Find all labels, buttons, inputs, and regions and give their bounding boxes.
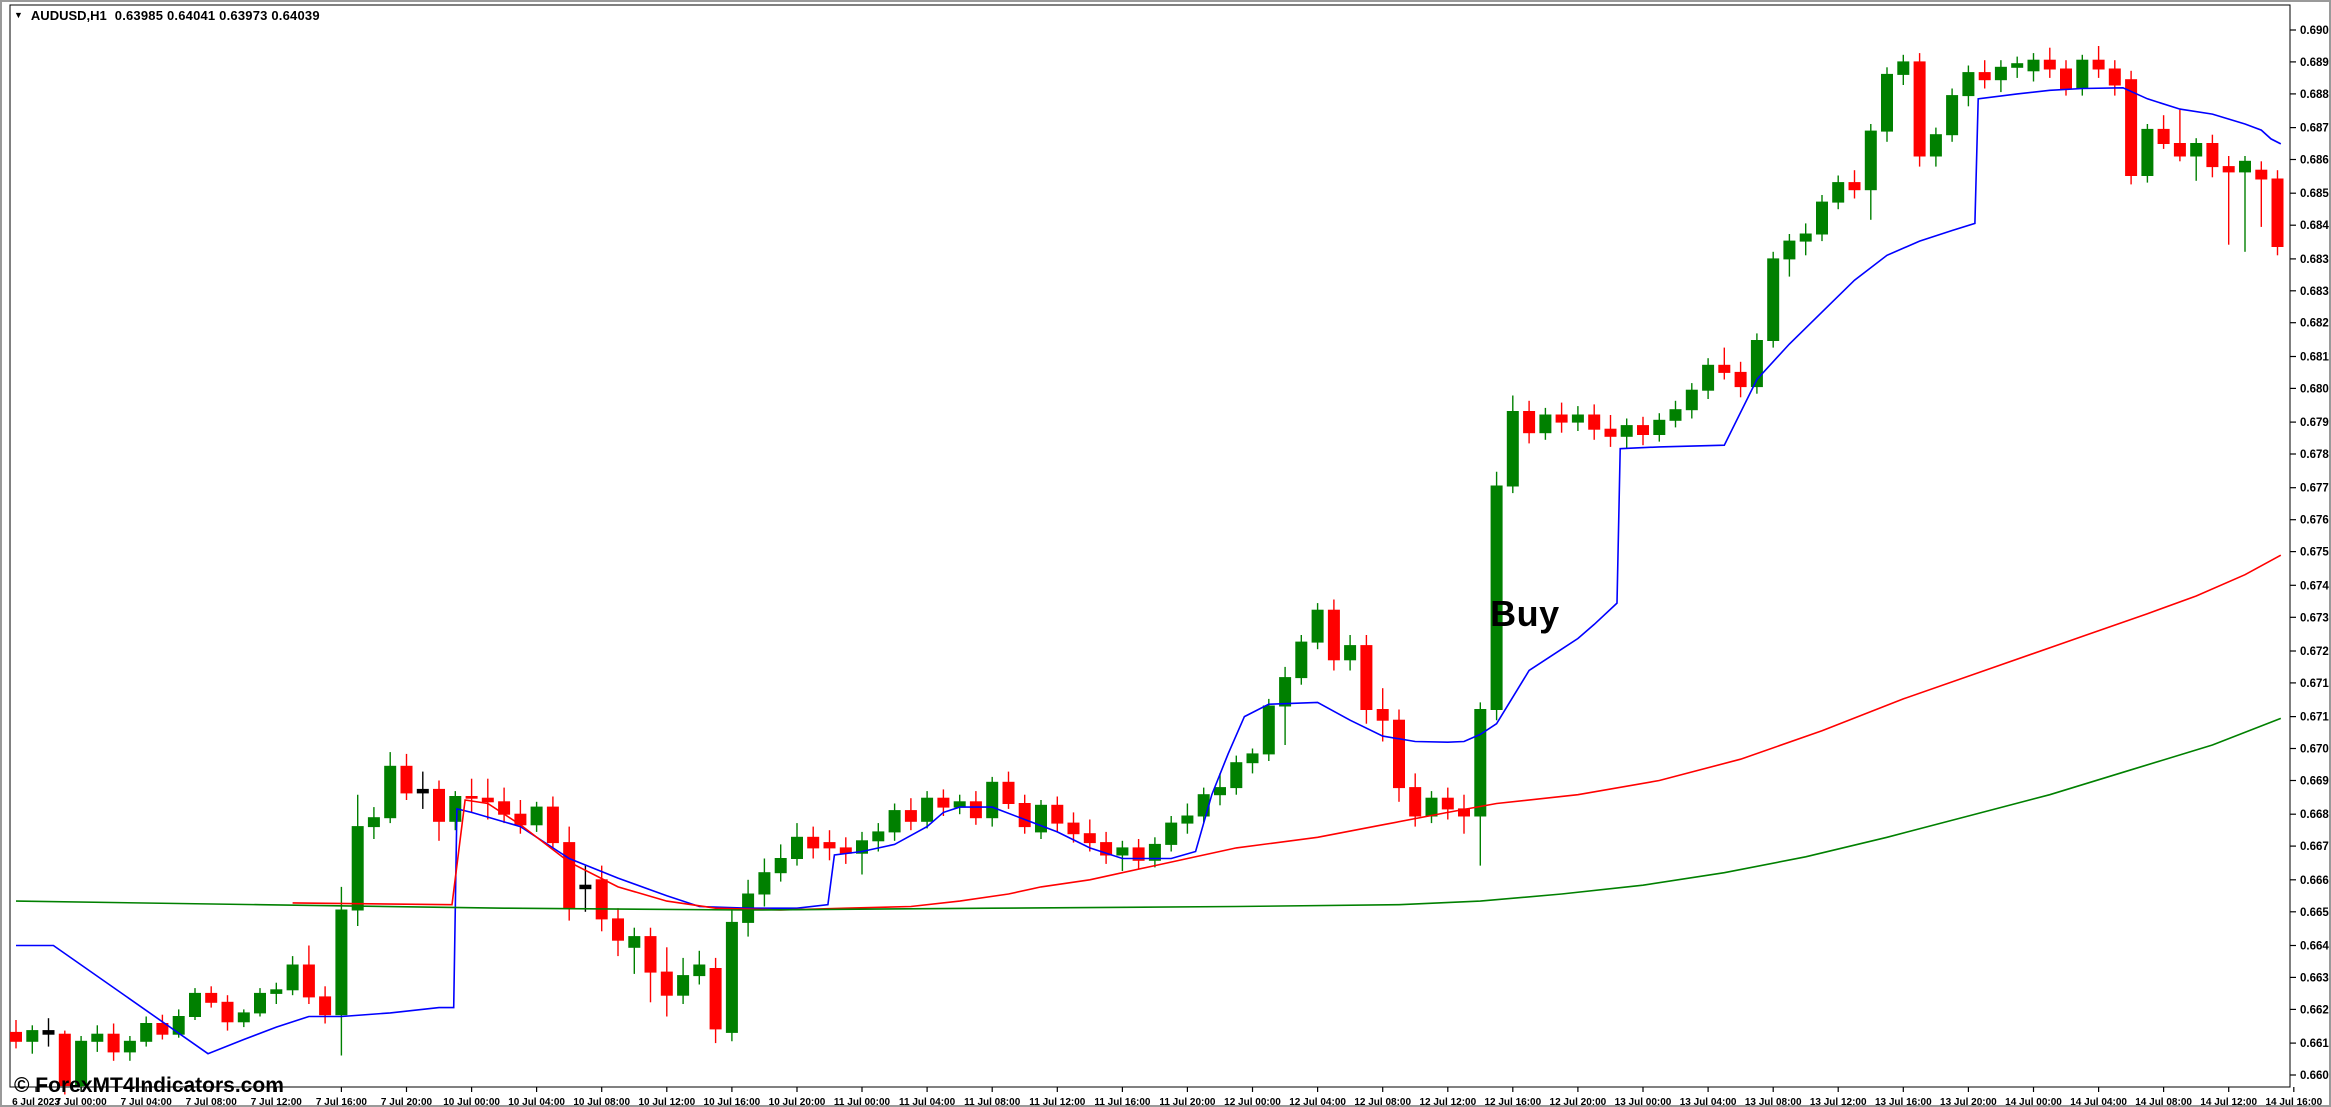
price-axis-label: 0.66180 <box>2300 1038 2331 1050</box>
price-axis-label: 0.67195 <box>2300 678 2331 690</box>
buy-signal-label: Buy <box>1490 593 1560 635</box>
time-axis-label: 10 Jul 20:00 <box>769 1097 826 1107</box>
price-axis-label: 0.66640 <box>2300 875 2331 887</box>
price-axis-label: 0.68855 <box>2300 89 2331 101</box>
symbol-dropdown-icon[interactable]: ▼ <box>14 10 23 20</box>
price-axis-label: 0.68760 <box>2300 123 2331 135</box>
price-axis[interactable]: 0.69035 0.68945 0.68855 0.68760 0.68670 0.685… <box>2290 25 2331 1082</box>
price-axis-label: 0.68575 <box>2300 188 2331 200</box>
time-axis-label: 11 Jul 00:00 <box>834 1097 891 1107</box>
time-axis-label: 6 Jul 2023 <box>12 1097 60 1107</box>
price-axis-label: 0.66275 <box>2300 1004 2331 1016</box>
symbol-timeframe-label: AUDUSD,H1 <box>30 8 107 23</box>
time-axis-label: 14 Jul 04:00 <box>2070 1097 2127 1107</box>
time-axis-label: 12 Jul 04:00 <box>1289 1097 1346 1107</box>
time-axis-label: 12 Jul 12:00 <box>1419 1097 1476 1107</box>
time-axis-label: 10 Jul 08:00 <box>573 1097 630 1107</box>
time-axis-label: 7 Jul 08:00 <box>186 1097 238 1107</box>
time-axis-label: 7 Jul 04:00 <box>121 1097 173 1107</box>
price-axis-label: 0.67655 <box>2300 515 2331 527</box>
time-axis-label: 7 Jul 20:00 <box>381 1097 433 1107</box>
time-axis-label: 12 Jul 20:00 <box>1550 1097 1607 1107</box>
price-axis-label: 0.67010 <box>2300 744 2331 756</box>
price-axis-label: 0.67285 <box>2300 646 2331 658</box>
green-ma-line <box>15 717 2282 911</box>
time-axis-label: 7 Jul 00:00 <box>56 1097 108 1107</box>
price-axis-label: 0.66550 <box>2300 907 2331 919</box>
time-axis-label: 12 Jul 08:00 <box>1354 1097 1411 1107</box>
time-axis-label: 7 Jul 16:00 <box>316 1097 368 1107</box>
price-axis-label: 0.67565 <box>2300 547 2331 559</box>
price-axis-label: 0.67100 <box>2300 712 2331 724</box>
price-axis-label: 0.68670 <box>2300 155 2331 167</box>
time-axis-label: 13 Jul 00:00 <box>1615 1097 1672 1107</box>
time-axis-label: 7 Jul 12:00 <box>251 1097 303 1107</box>
price-axis-label: 0.66365 <box>2300 972 2331 984</box>
time-axis-label: 11 Jul 04:00 <box>899 1097 956 1107</box>
price-axis-label: 0.67840 <box>2300 449 2331 461</box>
time-axis-label: 10 Jul 16:00 <box>704 1097 761 1107</box>
price-axis-label: 0.68115 <box>2300 352 2331 364</box>
time-axis-label: 14 Jul 12:00 <box>2200 1097 2257 1107</box>
price-axis-label: 0.68210 <box>2300 318 2331 330</box>
time-axis-label: 13 Jul 04:00 <box>1680 1097 1737 1107</box>
price-axis-label: 0.68300 <box>2300 286 2331 298</box>
time-axis-label: 12 Jul 00:00 <box>1224 1097 1281 1107</box>
price-axis-label: 0.67380 <box>2300 612 2331 624</box>
price-axis-label: 0.66455 <box>2300 941 2331 953</box>
red-ma-line <box>292 554 2282 911</box>
candlesticks <box>10 46 2284 1095</box>
price-axis-label: 0.66735 <box>2300 841 2331 853</box>
time-axis-label: 10 Jul 00:00 <box>443 1097 500 1107</box>
time-axis-label: 13 Jul 08:00 <box>1745 1097 1802 1107</box>
price-axis-label: 0.67930 <box>2300 417 2331 429</box>
time-axis-label: 13 Jul 20:00 <box>1940 1097 1997 1107</box>
time-axis-label: 10 Jul 12:00 <box>638 1097 695 1107</box>
time-axis-label: 14 Jul 00:00 <box>2005 1097 2062 1107</box>
chart-title-bar: ▼ AUDUSD,H1 0.63985 0.64041 0.63973 0.64… <box>14 8 320 23</box>
price-axis-label: 0.67745 <box>2300 483 2331 495</box>
price-axis-label: 0.66825 <box>2300 809 2331 821</box>
time-axis-label: 11 Jul 16:00 <box>1094 1097 1151 1107</box>
blue-trend-line <box>16 86 2282 1055</box>
time-axis-label: 14 Jul 08:00 <box>2135 1097 2192 1107</box>
price-axis-label: 0.68945 <box>2300 57 2331 69</box>
price-axis-label: 0.68390 <box>2300 254 2331 266</box>
time-axis-label: 14 Jul 16:00 <box>2265 1097 2322 1107</box>
time-axis-label: 10 Jul 04:00 <box>508 1097 565 1107</box>
price-axis-label: 0.66920 <box>2300 776 2331 788</box>
ohlc-quote-text: 0.63985 0.64041 0.63973 0.64039 <box>114 8 320 23</box>
price-axis-label: 0.66090 <box>2300 1070 2331 1082</box>
chart-frame <box>9 4 2291 1088</box>
time-axis-label: 11 Jul 08:00 <box>964 1097 1021 1107</box>
time-axis-label: 11 Jul 20:00 <box>1159 1097 1216 1107</box>
price-axis-label: 0.68025 <box>2300 383 2331 395</box>
price-axis-label: 0.69035 <box>2300 25 2331 37</box>
time-axis-label: 11 Jul 12:00 <box>1029 1097 1086 1107</box>
time-axis-label: 12 Jul 16:00 <box>1484 1097 1541 1107</box>
watermark-text: © ForexMT4Indicators.com <box>14 1074 284 1097</box>
price-axis-label: 0.68485 <box>2300 220 2331 232</box>
time-axis-label: 13 Jul 12:00 <box>1810 1097 1867 1107</box>
price-axis-label: 0.67470 <box>2300 580 2331 592</box>
time-axis-label: 13 Jul 16:00 <box>1875 1097 1932 1107</box>
